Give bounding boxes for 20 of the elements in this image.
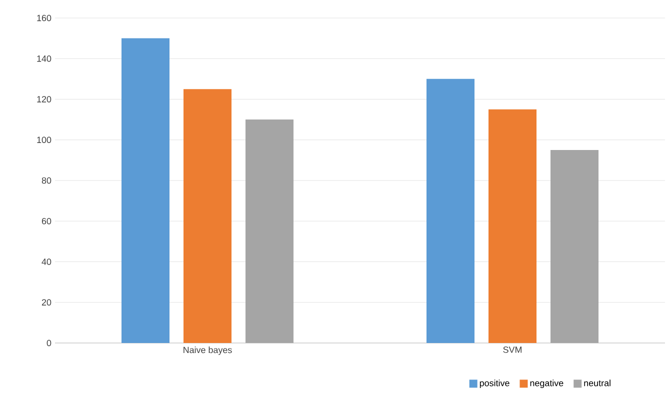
y-tick-label: 80: [42, 177, 52, 184]
bar: [246, 120, 294, 343]
bar: [550, 150, 599, 343]
y-tick-label: 60: [42, 218, 52, 224]
bar: [184, 89, 232, 343]
y-tick-label: 100: [37, 136, 52, 144]
bar: [488, 109, 537, 343]
x-tick-label: SVM: [503, 346, 522, 353]
legend-label: negative: [530, 380, 564, 388]
legend-label: neutral: [584, 380, 610, 386]
x-tick-label: Naive bayes: [184, 346, 232, 355]
bar: [426, 78, 475, 343]
bar: [122, 38, 170, 343]
legend-label: positive: [480, 380, 510, 388]
y-tick-label: 160: [37, 14, 52, 22]
y-tick-label: 40: [42, 258, 52, 265]
y-tick-label: 120: [37, 96, 52, 102]
y-tick-label: 0: [46, 340, 52, 346]
y-tick-label: 20: [42, 299, 52, 306]
y-tick-label: 140: [37, 55, 52, 62]
